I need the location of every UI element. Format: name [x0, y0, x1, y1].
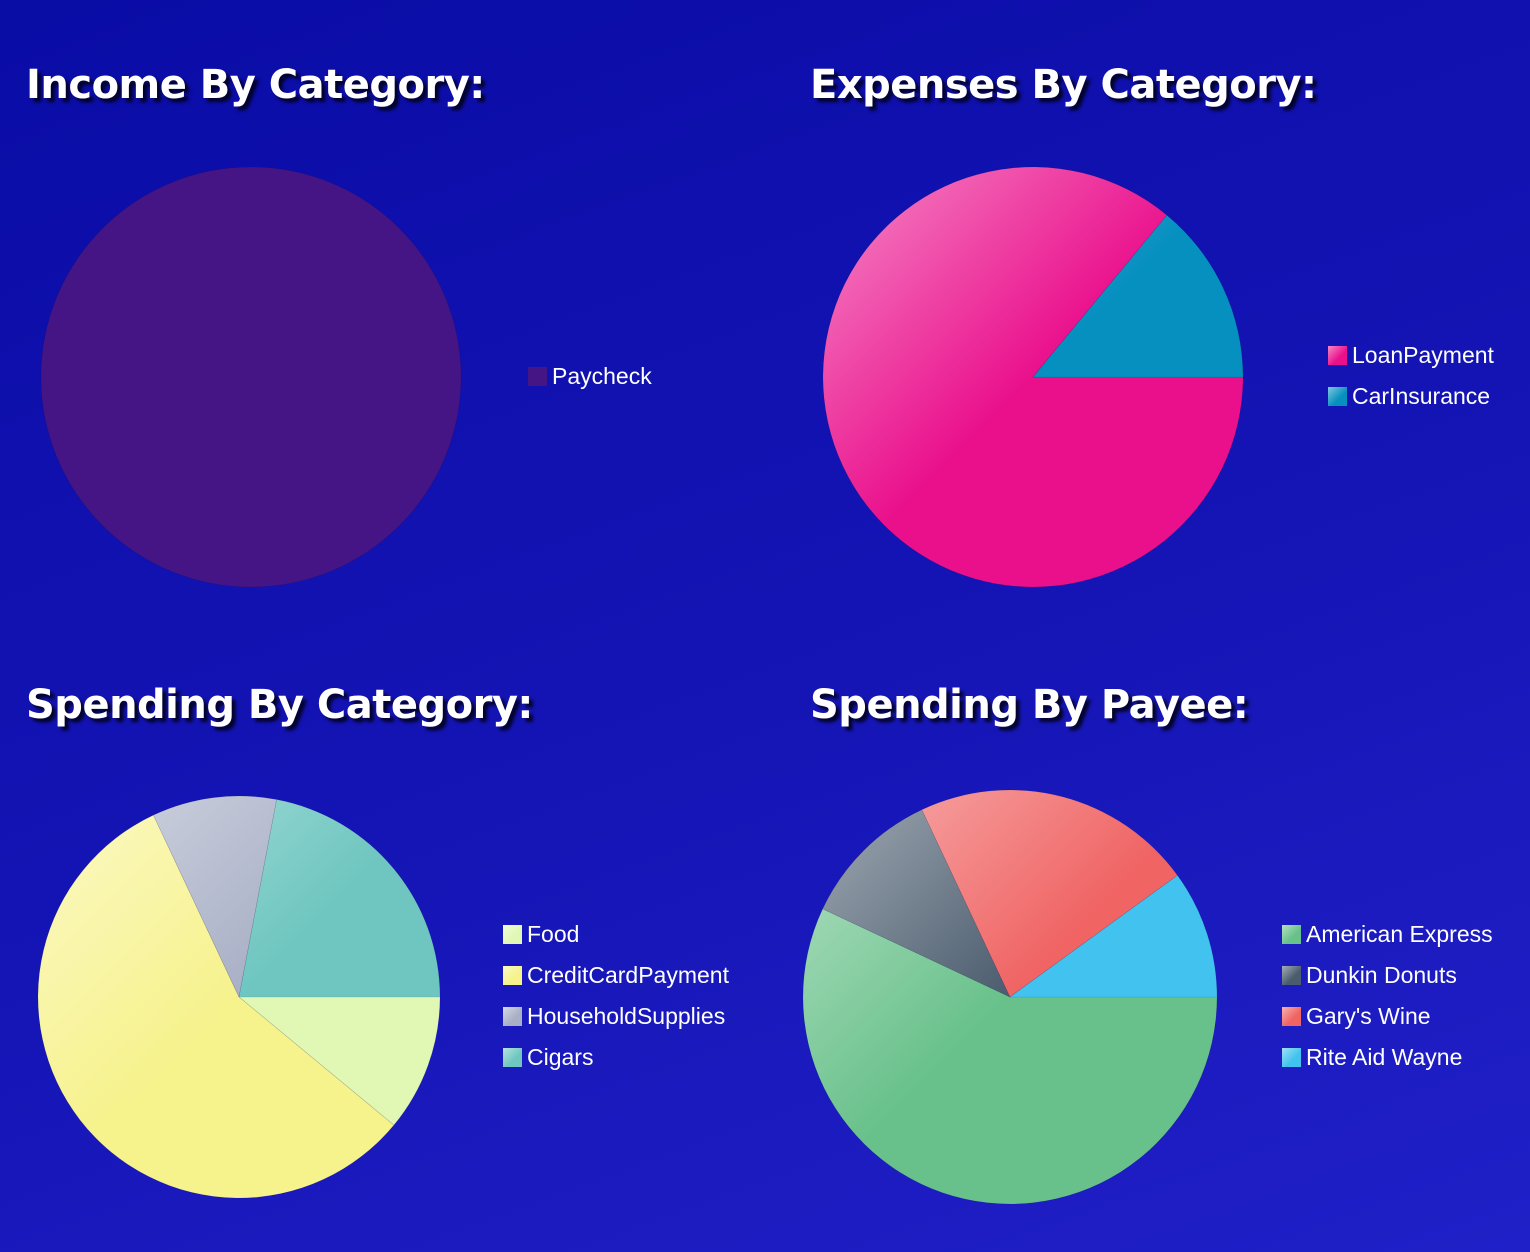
legend-label: LoanPayment [1352, 342, 1494, 368]
legend-swatch [503, 1048, 522, 1067]
legend-item-gary-s-wine: Gary's Wine [1282, 996, 1493, 1037]
legend-label: American Express [1306, 921, 1493, 947]
legend-label: HouseholdSupplies [527, 1003, 726, 1029]
income-chart-title: Income By Category: [26, 62, 485, 108]
legend-item-carinsurance: CarInsurance [1328, 376, 1494, 417]
legend-item-dunkin-donuts: Dunkin Donuts [1282, 955, 1493, 996]
legend-item-paycheck: Paycheck [528, 356, 652, 397]
legend-label: CarInsurance [1352, 383, 1491, 409]
legend-item-creditcardpayment: CreditCardPayment [503, 955, 729, 996]
legend-swatch [1328, 346, 1347, 365]
pie-slice-carinsurance [1032, 214, 1244, 378]
pie-slice-american-express [802, 908, 1218, 1205]
legend-label: Paycheck [552, 363, 652, 389]
income-legend: Paycheck [528, 356, 652, 397]
legend-label: Gary's Wine [1306, 1003, 1431, 1029]
legend-label: CreditCardPayment [527, 962, 729, 988]
legend-swatch [503, 966, 522, 985]
spending-payee-legend: American Express Dunkin Donuts Gary's Wine… [1282, 914, 1493, 1078]
legend-label: Dunkin Donuts [1306, 962, 1457, 988]
legend-item-american-express: American Express [1282, 914, 1493, 955]
legend-item-food: Food [503, 914, 729, 955]
legend-swatch [1282, 966, 1301, 985]
legend-item-householdsupplies: HouseholdSupplies [503, 996, 729, 1037]
legend-swatch [1282, 925, 1301, 944]
spending-payee-pie-chart [802, 789, 1218, 1205]
pie-slice-gary-s-wine [921, 789, 1178, 998]
spending-category-legend: Food CreditCardPayment HouseholdSupplies Ci… [503, 914, 729, 1078]
pie-slice-dunkin-donuts [822, 809, 1011, 998]
spending-category-chart-title: Spending By Category: [26, 682, 533, 728]
legend-item-cigars: Cigars [503, 1037, 729, 1078]
spending-payee-chart-title: Spending By Payee: [810, 682, 1249, 728]
legend-swatch [1282, 1048, 1301, 1067]
legend-swatch [1328, 387, 1347, 406]
pie-slice-paycheck [40, 166, 462, 588]
expenses-pie-chart [822, 166, 1244, 588]
legend-swatch [503, 1007, 522, 1026]
legend-label: Rite Aid Wayne [1306, 1044, 1463, 1070]
pie-slice-rite-aid-wayne [1009, 874, 1218, 998]
spending-category-pie-chart [37, 795, 441, 1199]
legend-swatch [1282, 1007, 1301, 1026]
legend-swatch [503, 925, 522, 944]
pie-slice-householdsupplies [153, 795, 278, 998]
pie-slice-food [238, 996, 441, 1126]
expenses-chart-title: Expenses By Category: [810, 62, 1317, 108]
income-pie-chart [40, 166, 462, 588]
pie-slice-cigars [238, 799, 441, 998]
legend-item-rite-aid-wayne: Rite Aid Wayne [1282, 1037, 1493, 1078]
expenses-legend: LoanPayment CarInsurance [1328, 335, 1494, 417]
legend-swatch [528, 367, 547, 386]
legend-label: Cigars [527, 1044, 594, 1070]
legend-label: Food [527, 921, 580, 947]
legend-item-loanpayment: LoanPayment [1328, 335, 1494, 376]
pie-slice-creditcardpayment [37, 814, 395, 1199]
pie-slice-loanpayment [822, 166, 1244, 588]
